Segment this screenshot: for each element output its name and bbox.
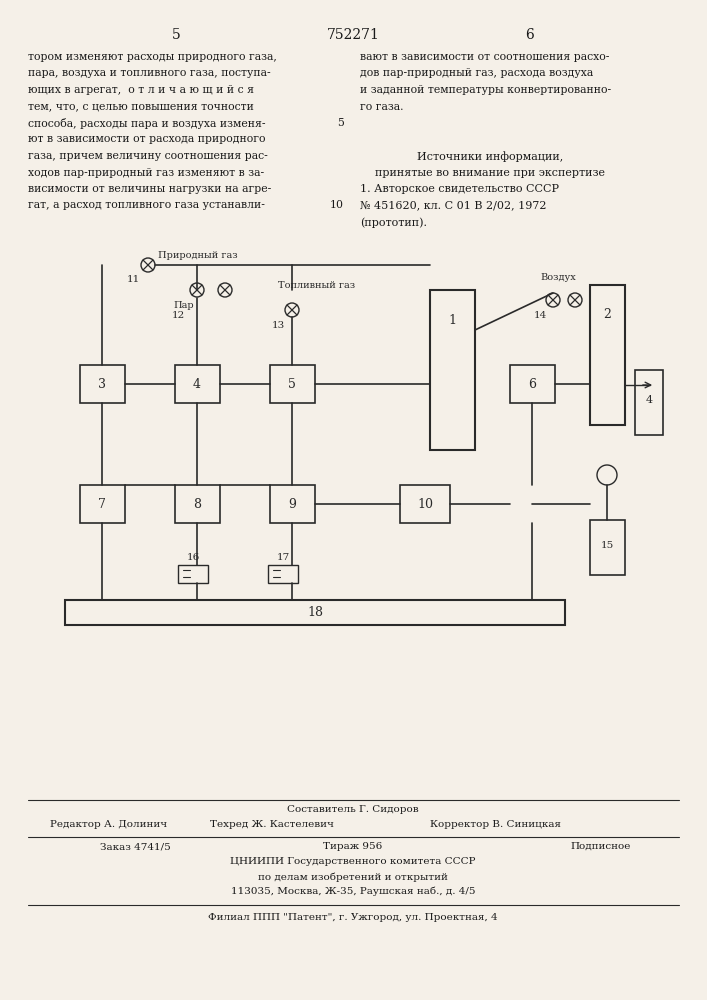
Text: гат, а расход топливного газа устанавли-: гат, а расход топливного газа устанавли- <box>28 200 265 211</box>
Text: 18: 18 <box>307 605 323 618</box>
Text: го газа.: го газа. <box>360 102 404 111</box>
Bar <box>175 365 220 403</box>
Bar <box>175 485 220 523</box>
Text: 5: 5 <box>337 118 344 128</box>
Text: 13: 13 <box>271 320 285 330</box>
Text: 9: 9 <box>288 497 296 510</box>
Text: 2: 2 <box>603 308 611 322</box>
Text: ют в зависимости от расхода природного: ют в зависимости от расхода природного <box>28 134 266 144</box>
Text: 17: 17 <box>276 554 290 562</box>
Bar <box>270 485 315 523</box>
Text: ющих в агрегат,  о т л и ч а ю щ и й с я: ющих в агрегат, о т л и ч а ю щ и й с я <box>28 85 254 95</box>
Bar <box>80 365 125 403</box>
Text: ходов пар-природный газ изменяют в за-: ходов пар-природный газ изменяют в за- <box>28 167 264 178</box>
Text: Пар: Пар <box>174 300 194 310</box>
Text: 16: 16 <box>187 554 199 562</box>
Text: 1: 1 <box>448 314 456 326</box>
Bar <box>270 365 315 403</box>
Text: 11: 11 <box>127 275 139 284</box>
Text: и заданной температуры конвертированно-: и заданной температуры конвертированно- <box>360 85 611 95</box>
Bar <box>590 285 625 425</box>
Circle shape <box>285 303 299 317</box>
Text: газа, причем величину соотношения рас-: газа, причем величину соотношения рас- <box>28 151 268 161</box>
Text: 3: 3 <box>98 377 106 390</box>
Circle shape <box>568 293 582 307</box>
Bar <box>400 485 450 523</box>
Text: 113035, Москва, Ж-35, Раушская наб., д. 4/5: 113035, Москва, Ж-35, Раушская наб., д. … <box>230 887 475 896</box>
Circle shape <box>190 283 204 297</box>
Text: Подписное: Подписное <box>570 842 631 851</box>
Text: Техред Ж. Кастелевич: Техред Ж. Кастелевич <box>210 820 334 829</box>
Text: 7: 7 <box>98 497 106 510</box>
Text: висимости от величины нагрузки на агре-: висимости от величины нагрузки на агре- <box>28 184 271 194</box>
Text: 752271: 752271 <box>327 28 380 42</box>
Text: Составитель Г. Сидоров: Составитель Г. Сидоров <box>287 805 419 814</box>
Text: Топливный газ: Топливный газ <box>278 280 355 290</box>
Text: способа, расходы пара и воздуха изменя-: способа, расходы пара и воздуха изменя- <box>28 118 266 129</box>
Text: пара, воздуха и топливного газа, поступа-: пара, воздуха и топливного газа, поступа… <box>28 68 271 79</box>
Text: № 451620, кл. С 01 В 2/02, 1972: № 451620, кл. С 01 В 2/02, 1972 <box>360 200 547 211</box>
Circle shape <box>546 293 560 307</box>
Text: Редактор А. Долинич: Редактор А. Долинич <box>50 820 167 829</box>
Bar <box>510 365 555 403</box>
Text: Воздух: Воздух <box>540 273 575 282</box>
Text: Источники информации,: Источники информации, <box>417 151 563 162</box>
Text: 1. Авторское свидетельство СССР: 1. Авторское свидетельство СССР <box>360 184 559 194</box>
Text: 5: 5 <box>172 28 180 42</box>
Text: дов пар-природный газ, расхода воздуха: дов пар-природный газ, расхода воздуха <box>360 68 593 79</box>
Text: (прототип).: (прототип). <box>360 217 427 228</box>
Text: 10: 10 <box>330 200 344 211</box>
Circle shape <box>141 258 155 272</box>
Text: Корректор В. Синицкая: Корректор В. Синицкая <box>430 820 561 829</box>
Text: 12: 12 <box>171 310 185 320</box>
Text: Природный газ: Природный газ <box>158 250 238 259</box>
Text: вают в зависимости от соотношения расхо-: вают в зависимости от соотношения расхо- <box>360 52 609 62</box>
Text: 4: 4 <box>193 377 201 390</box>
Text: 6: 6 <box>528 377 536 390</box>
Text: Тираж 956: Тираж 956 <box>323 842 382 851</box>
Text: 5: 5 <box>288 377 296 390</box>
Text: 14: 14 <box>533 310 547 320</box>
Text: тем, что, с целью повышения точности: тем, что, с целью повышения точности <box>28 102 254 111</box>
Bar <box>268 565 298 583</box>
Bar <box>635 370 663 435</box>
Text: по делам изобретений и открытий: по делам изобретений и открытий <box>258 872 448 882</box>
Text: Заказ 4741/5: Заказ 4741/5 <box>100 842 171 851</box>
Text: ЦНИИПИ Государственного комитета СССР: ЦНИИПИ Государственного комитета СССР <box>230 857 476 866</box>
Text: 8: 8 <box>193 497 201 510</box>
Bar <box>80 485 125 523</box>
Circle shape <box>597 465 617 485</box>
Text: тором изменяют расходы природного газа,: тором изменяют расходы природного газа, <box>28 52 277 62</box>
Text: принятые во внимание при экспертизе: принятые во внимание при экспертизе <box>375 167 605 178</box>
Circle shape <box>218 283 232 297</box>
Bar <box>430 290 475 450</box>
Bar <box>65 600 565 625</box>
Bar <box>590 520 625 575</box>
Text: Филиал ППП "Патент", г. Ужгород, ул. Проектная, 4: Филиал ППП "Патент", г. Ужгород, ул. Про… <box>208 913 498 922</box>
Text: 4: 4 <box>645 395 653 405</box>
Text: 6: 6 <box>525 28 534 42</box>
Text: 10: 10 <box>417 497 433 510</box>
Bar <box>178 565 208 583</box>
Text: 15: 15 <box>600 540 614 550</box>
